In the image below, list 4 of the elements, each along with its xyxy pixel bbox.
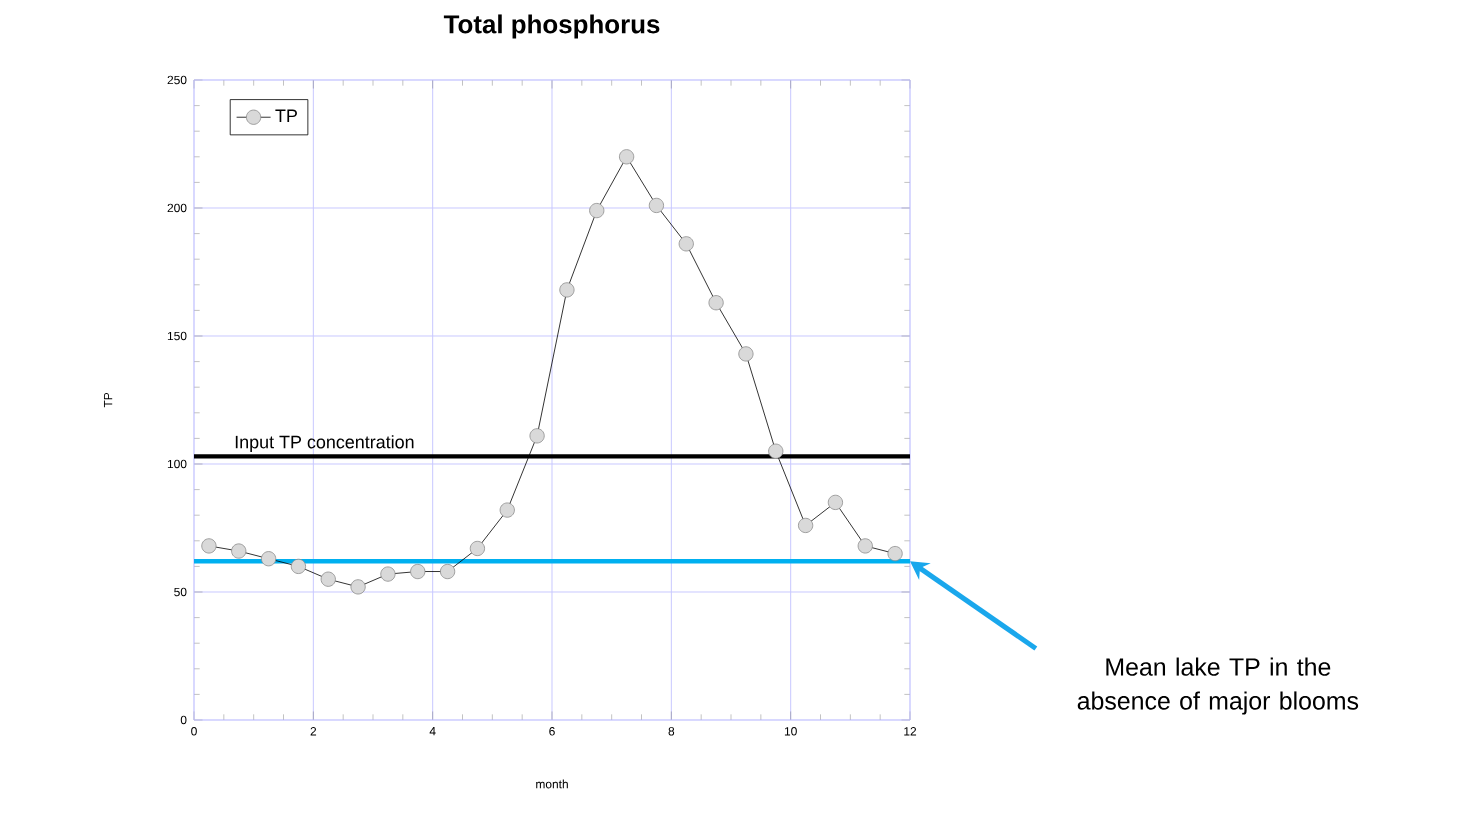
legend-label: TP [275,109,297,122]
chart-title: Total phosphorus [443,14,660,39]
ref-line-label: Input TP concentration [235,435,414,452]
text: Mean lake TP in the absence of major blooms [1077,657,1359,715]
